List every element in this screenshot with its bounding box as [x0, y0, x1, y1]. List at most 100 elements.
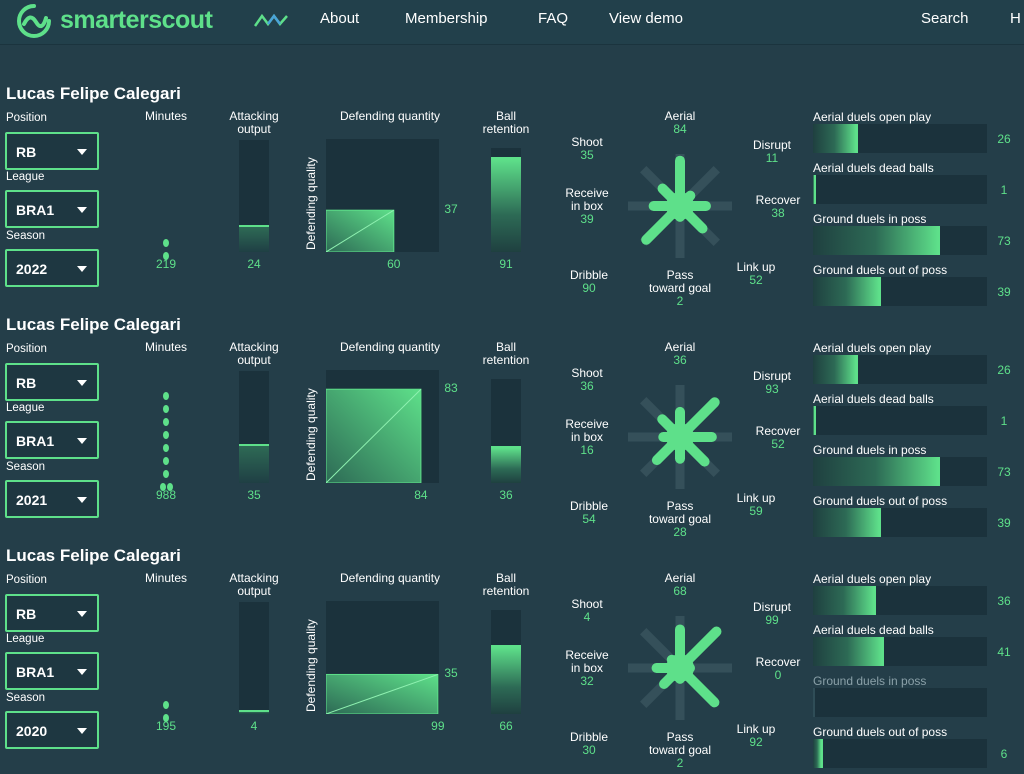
wheel-value-receive: 16 — [580, 443, 594, 457]
top-navbar: smarterscout About Membership FAQ View d… — [0, 0, 1024, 45]
wheel-value-disrupt: 93 — [765, 382, 779, 396]
position-select[interactable]: RB — [5, 132, 99, 170]
wheel-label-disrupt: Disrupt — [752, 369, 791, 383]
wheel-label-recover: Recover — [755, 424, 801, 438]
attacking-output-bar — [239, 140, 269, 252]
wheel-value-recover: 38 — [771, 206, 785, 220]
minutes-dot — [163, 457, 169, 465]
wheel-label-pass: Pass toward goal — [648, 730, 712, 757]
wheel-label-receive: Receive in box — [565, 186, 609, 213]
league-value: BRA1 — [16, 433, 55, 449]
wheel-label-dribble: Dribble — [569, 268, 608, 282]
logo-wordmark: smarterscout — [60, 6, 213, 34]
position-select[interactable]: RB — [5, 363, 99, 401]
player-name: Lucas Felipe Calegari — [6, 84, 181, 103]
nav-membership[interactable]: Membership — [405, 10, 488, 27]
duel-fill-1 — [813, 124, 859, 153]
attacking-output-fill — [239, 709, 269, 714]
season-select[interactable]: 2020 — [5, 711, 99, 749]
ball-retention-value: 66 — [499, 719, 513, 733]
wheel-value-dribble: 30 — [582, 743, 596, 757]
minutes-dot — [163, 239, 169, 247]
duel-bar-2 — [813, 637, 987, 666]
ball-retention-fill — [491, 157, 521, 252]
wheel-label-recover: Recover — [755, 193, 801, 207]
chevron-down-icon — [77, 497, 87, 503]
style-wheel-svg — [628, 385, 732, 489]
minutes-dot — [163, 431, 169, 439]
duel-value-2: 41 — [997, 645, 1011, 659]
duel-fill-3 — [813, 226, 941, 255]
ball-retention-bar — [491, 379, 521, 483]
wheel-label-aerial: Aerial — [664, 109, 696, 123]
wheel-value-pass: 2 — [676, 756, 684, 770]
wheel-label-pass: Pass toward goal — [648, 268, 712, 295]
ball-retention-header: Ball retention — [482, 109, 530, 136]
duel-label-2: Aerial duels dead balls — [813, 161, 934, 175]
league-value: BRA1 — [16, 664, 55, 680]
minutes-dots — [136, 120, 196, 260]
position-label: Position — [6, 112, 47, 124]
nav-home[interactable]: H — [1010, 10, 1021, 27]
season-select[interactable]: 2021 — [5, 480, 99, 518]
smarterscout-logo[interactable]: smarterscout — [14, 2, 214, 40]
position-value: RB — [16, 375, 37, 391]
nav-view-demo[interactable]: View demo — [609, 10, 683, 27]
duel-fill-4 — [813, 508, 881, 537]
wheel-label-linkup: Link up — [736, 260, 776, 274]
defending-quantity-value: 99 — [431, 719, 445, 733]
attacking-output-value: 35 — [247, 488, 261, 502]
attacking-output-value: 4 — [250, 719, 258, 733]
attacking-output-value: 24 — [247, 257, 261, 271]
season-select[interactable]: 2022 — [5, 249, 99, 287]
wheel-label-shoot: Shoot — [571, 135, 603, 149]
wheel-value-aerial: 36 — [673, 353, 687, 367]
ball-retention-value: 36 — [499, 488, 513, 502]
defending-quantity-header: Defending quantity — [339, 109, 441, 123]
wave-icon[interactable] — [254, 12, 288, 28]
player-panel: Lucas Felipe Calegari Position RB League BRA… — [0, 311, 1024, 542]
nav-about[interactable]: About — [320, 10, 360, 27]
duel-bar-2 — [813, 406, 987, 435]
minutes-dots — [136, 351, 196, 491]
player-panel: Lucas Felipe Calegari Position RB League BRA… — [0, 80, 1024, 311]
season-label: Season — [6, 692, 46, 704]
season-value: 2022 — [16, 261, 48, 277]
wheel-value-pass: 2 — [676, 294, 684, 308]
defending-quadrant-svg — [326, 209, 395, 252]
position-select[interactable]: RB — [5, 594, 99, 632]
duel-bar-1 — [813, 586, 987, 615]
defending-quantity-value: 60 — [387, 257, 401, 271]
nav-search[interactable]: Search — [921, 10, 969, 27]
league-select[interactable]: BRA1 — [5, 652, 99, 690]
duel-bar-1 — [813, 355, 987, 384]
duel-fill-1 — [813, 586, 876, 615]
chevron-down-icon — [77, 669, 87, 675]
duel-label-4: Ground duels out of poss — [813, 263, 948, 277]
duel-label-3: Ground duels in poss — [813, 443, 927, 457]
minutes-dot — [163, 392, 169, 400]
player-panel: Lucas Felipe Calegari Position RB League BRA… — [0, 542, 1024, 773]
wheel-label-shoot: Shoot — [571, 597, 603, 611]
wheel-value-recover: 0 — [774, 668, 782, 682]
minutes-dot — [163, 714, 169, 722]
league-value: BRA1 — [16, 202, 55, 218]
duel-label-1: Aerial duels open play — [813, 572, 932, 586]
chevron-down-icon — [77, 149, 87, 155]
style-wheel-svg — [628, 616, 732, 720]
attacking-output-fill — [239, 225, 269, 252]
league-select[interactable]: BRA1 — [5, 190, 99, 228]
nav-faq[interactable]: FAQ — [538, 10, 569, 27]
chevron-down-icon — [77, 611, 87, 617]
duel-fill-4 — [813, 739, 824, 768]
style-wheel — [620, 608, 740, 728]
wheel-label-aerial: Aerial — [664, 340, 696, 354]
minutes-value: 219 — [155, 257, 177, 271]
duel-bar-3 — [813, 226, 987, 255]
defending-diagonal — [326, 673, 439, 714]
chevron-down-icon — [77, 380, 87, 386]
defending-quality-label: Defending quality — [304, 157, 318, 250]
defending-quality-label: Defending quality — [304, 388, 318, 481]
minutes-value: 195 — [155, 719, 177, 733]
league-select[interactable]: BRA1 — [5, 421, 99, 459]
